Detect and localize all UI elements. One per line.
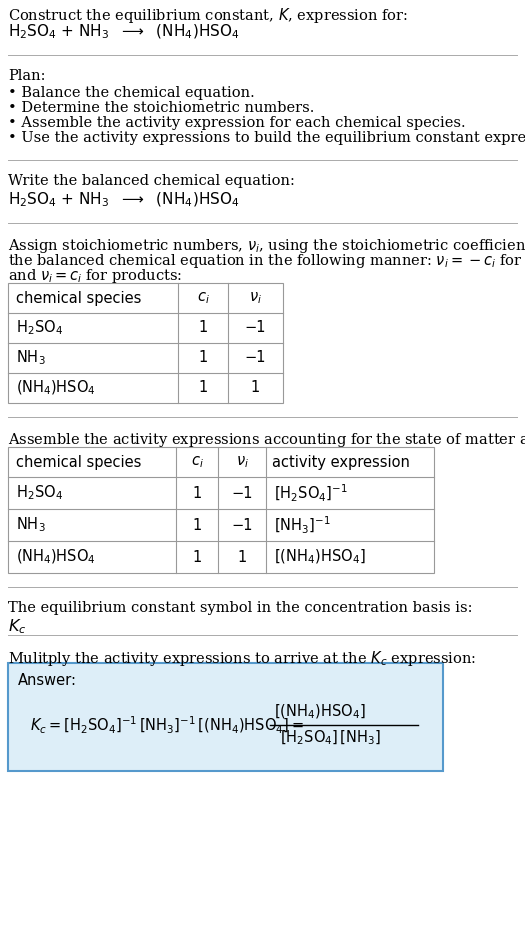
Text: $\mathrm{NH_3}$: $\mathrm{NH_3}$	[16, 515, 46, 534]
Text: 1: 1	[198, 350, 207, 365]
Text: $\mathrm{(NH_4)HSO_4}$: $\mathrm{(NH_4)HSO_4}$	[16, 548, 96, 566]
Text: $[(\mathrm{NH_4})\mathrm{HSO_4}]$: $[(\mathrm{NH_4})\mathrm{HSO_4}]$	[274, 702, 365, 721]
Text: $\mathrm{NH_3}$: $\mathrm{NH_3}$	[16, 348, 46, 367]
Text: 1: 1	[192, 485, 202, 500]
Text: Mulitply the activity expressions to arrive at the $K_c$ expression:: Mulitply the activity expressions to arr…	[8, 649, 476, 668]
Text: $[\mathrm{H_2SO_4}]\,[\mathrm{NH_3}]$: $[\mathrm{H_2SO_4}]\,[\mathrm{NH_3}]$	[280, 729, 381, 748]
Text: −1: −1	[245, 321, 266, 335]
Text: 1: 1	[237, 549, 247, 565]
Text: The equilibrium constant symbol in the concentration basis is:: The equilibrium constant symbol in the c…	[8, 601, 472, 615]
Text: $\mathregular{H_2SO_4}$ + $\mathregular{NH_3}$  $\longrightarrow$  ($\mathregula: $\mathregular{H_2SO_4}$ + $\mathregular{…	[8, 23, 239, 42]
Text: • Balance the chemical equation.: • Balance the chemical equation.	[8, 86, 255, 100]
Text: • Use the activity expressions to build the equilibrium constant expression.: • Use the activity expressions to build …	[8, 131, 525, 145]
Text: −1: −1	[245, 350, 266, 365]
Text: 1: 1	[198, 321, 207, 335]
Text: Plan:: Plan:	[8, 69, 46, 83]
Text: $K_c = [\mathrm{H_2SO_4}]^{-1}\,[\mathrm{NH_3}]^{-1}\,[(\mathrm{NH_4})\mathrm{HS: $K_c = [\mathrm{H_2SO_4}]^{-1}\,[\mathrm…	[30, 715, 304, 735]
Text: $[\mathrm{NH_3}]^{-1}$: $[\mathrm{NH_3}]^{-1}$	[274, 514, 331, 535]
Text: Assign stoichiometric numbers, $\nu_i$, using the stoichiometric coefficients, $: Assign stoichiometric numbers, $\nu_i$, …	[8, 237, 525, 255]
Bar	[8, 283, 283, 403]
Text: Answer:: Answer:	[18, 673, 77, 688]
Text: $c_i$: $c_i$	[196, 290, 209, 306]
Text: Write the balanced chemical equation:: Write the balanced chemical equation:	[8, 174, 295, 188]
Text: $[(\mathrm{NH_4})\mathrm{HSO_4}]$: $[(\mathrm{NH_4})\mathrm{HSO_4}]$	[274, 548, 365, 566]
Text: • Determine the stoichiometric numbers.: • Determine the stoichiometric numbers.	[8, 101, 314, 115]
Text: $\nu_i$: $\nu_i$	[249, 290, 262, 306]
Text: • Assemble the activity expression for each chemical species.: • Assemble the activity expression for e…	[8, 116, 466, 130]
Text: $\mathrm{(NH_4)HSO_4}$: $\mathrm{(NH_4)HSO_4}$	[16, 379, 96, 397]
Text: activity expression: activity expression	[272, 454, 410, 469]
Text: $c_i$: $c_i$	[191, 454, 203, 470]
Text: −1: −1	[231, 517, 253, 532]
Text: $[\mathrm{H_2SO_4}]^{-1}$: $[\mathrm{H_2SO_4}]^{-1}$	[274, 482, 348, 503]
Text: $\nu_i$: $\nu_i$	[236, 454, 248, 470]
Text: $\mathregular{H_2SO_4}$ + $\mathregular{NH_3}$  $\longrightarrow$  ($\mathregula: $\mathregular{H_2SO_4}$ + $\mathregular{…	[8, 191, 239, 210]
Text: the balanced chemical equation in the following manner: $\nu_i = -c_i$ for react: the balanced chemical equation in the fo…	[8, 252, 525, 270]
Text: $\mathrm{H_2SO_4}$: $\mathrm{H_2SO_4}$	[16, 483, 63, 502]
Text: Assemble the activity expressions accounting for the state of matter and $\nu_i$: Assemble the activity expressions accoun…	[8, 431, 525, 449]
Text: 1: 1	[192, 549, 202, 565]
Text: 1: 1	[198, 380, 207, 396]
Text: chemical species: chemical species	[16, 454, 141, 469]
FancyBboxPatch shape	[8, 663, 443, 771]
Text: and $\nu_i = c_i$ for products:: and $\nu_i = c_i$ for products:	[8, 267, 182, 285]
Text: Construct the equilibrium constant, $K$, expression for:: Construct the equilibrium constant, $K$,…	[8, 6, 408, 25]
Text: chemical species: chemical species	[16, 291, 141, 306]
Text: 1: 1	[192, 517, 202, 532]
Text: $\mathrm{H_2SO_4}$: $\mathrm{H_2SO_4}$	[16, 319, 63, 337]
Bar	[8, 447, 434, 573]
Text: $K_c$: $K_c$	[8, 617, 26, 635]
Text: −1: −1	[231, 485, 253, 500]
Text: 1: 1	[251, 380, 260, 396]
